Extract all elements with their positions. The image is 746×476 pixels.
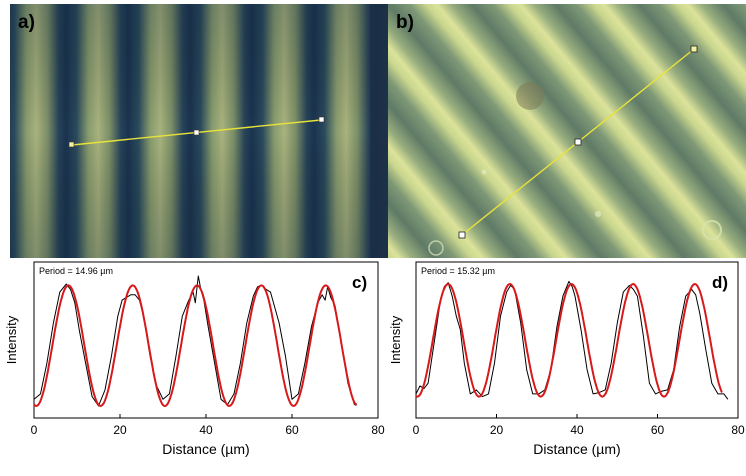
chart-c-svg: 0 20 40 60 80 Distance (µm) Intensity Period = …: [4, 261, 385, 457]
line-handle-start[interactable]: [68, 141, 75, 148]
measured-profile-line: [33, 275, 357, 407]
x-tick-label: 80: [731, 423, 745, 437]
line-handle-end[interactable]: [690, 45, 698, 53]
x-tick-label: 60: [285, 423, 299, 437]
measured-profile-line: [415, 280, 729, 400]
x-axis-label: Distance (µm): [162, 441, 249, 457]
x-tick-label: 60: [651, 423, 665, 437]
period-annotation: Period = 14.96 µm: [39, 266, 113, 276]
x-tick-label: 0: [31, 423, 38, 437]
line-handle-end[interactable]: [318, 116, 325, 123]
micrograph-b: b): [388, 4, 746, 258]
chart-c: 0 20 40 60 80 Distance (µm) Intensity Period = …: [0, 258, 388, 471]
panel-letter-b: b): [396, 12, 414, 33]
micrograph-a: a): [10, 4, 388, 258]
x-axis-label: Distance (µm): [533, 441, 620, 457]
micrograph-b-image: [388, 4, 746, 258]
x-tick-label: 0: [413, 423, 420, 437]
y-axis-label: Intensity: [388, 315, 403, 364]
micrograph-a-image: [10, 4, 388, 258]
line-handle-start[interactable]: [458, 231, 466, 239]
line-handle-mid[interactable]: [574, 138, 582, 146]
x-tick-label: 40: [570, 423, 584, 437]
panel-letter: d): [712, 273, 728, 292]
chart-d: 0 20 40 60 80 Distance (µm) Intensity Period = …: [386, 258, 746, 471]
line-handle-mid[interactable]: [193, 129, 200, 136]
x-tick-label: 20: [113, 423, 127, 437]
y-axis-label: Intensity: [4, 315, 19, 364]
period-annotation: Period = 15.32 µm: [421, 266, 495, 276]
panel-letter-a: a): [18, 12, 35, 33]
chart-d-svg: 0 20 40 60 80 Distance (µm) Intensity Period = …: [388, 261, 745, 457]
fit-curve-line: [33, 284, 358, 407]
x-tick-label: 80: [371, 423, 385, 437]
x-tick-label: 20: [490, 423, 504, 437]
fit-curve-line: [415, 283, 723, 398]
x-tick-label: 40: [199, 423, 213, 437]
panel-letter: c): [352, 273, 367, 292]
